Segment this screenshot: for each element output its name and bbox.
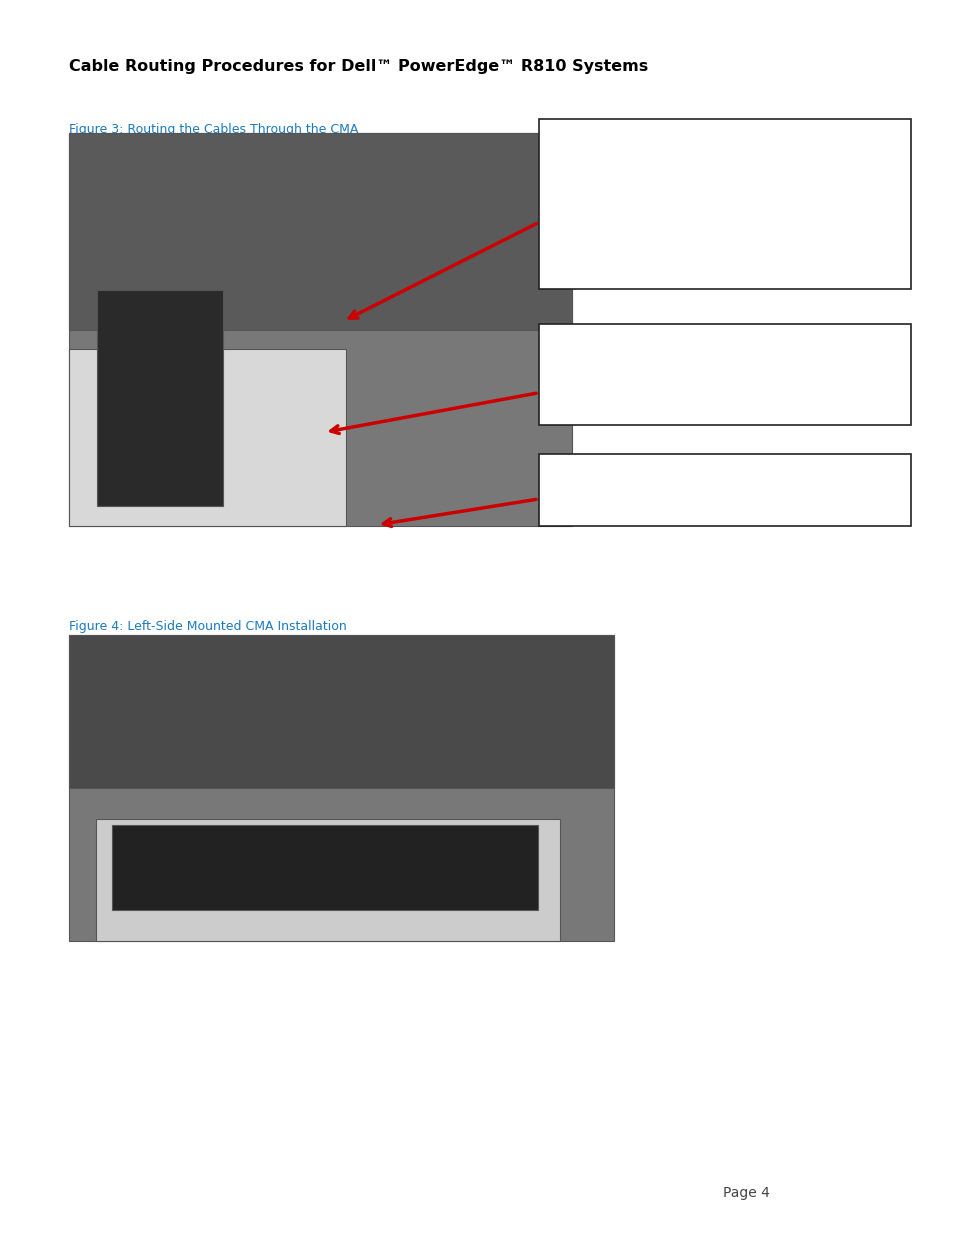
Bar [538,119,910,289]
Text: Do not store excess cable: Do not store excess cable [597,131,761,144]
Text: strain when the CMA is extended.: strain when the CMA is extended. [551,400,761,414]
Text: NOTE:: NOTE: [551,131,594,144]
Text: causing binding and potentially: causing binding and potentially [551,227,748,241]
Text: damaging the cable.: damaging the cable. [551,259,680,273]
Bar [69,635,614,788]
Bar [69,350,345,526]
Text: Figure 4: Left-Side Mounted CMA Installation: Figure 4: Left-Side Mounted CMA Installa… [69,620,346,634]
Text: Cable Routing Procedures for Dell™ PowerEdge™ R810 Systems: Cable Routing Procedures for Dell™ Power… [69,59,647,74]
Text: protrude through the CMA, thus: protrude through the CMA, thus [551,195,749,209]
Text: Figure 3: Routing the Cables Through the CMA: Figure 3: Routing the Cables Through the… [69,124,357,137]
Text: Cables entering the CMA should have: Cables entering the CMA should have [551,336,786,350]
Bar [69,635,614,941]
Text: KVM dongle placed inside the basket: KVM dongle placed inside the basket [551,467,781,480]
Bar [538,324,910,425]
Bar [96,819,559,941]
Text: for Left-Side Mounting.: for Left-Side Mounting. [551,499,694,513]
Bar [69,133,572,526]
Text: Page 4: Page 4 [721,1187,769,1200]
Bar [112,825,537,910]
Bar [97,290,223,506]
Bar [538,454,910,526]
Text: a small amount of slack to avoid cable: a small amount of slack to avoid cable [551,368,793,382]
Bar [69,133,572,330]
Text: slack inside the CMA. The cable may: slack inside the CMA. The cable may [551,163,781,177]
